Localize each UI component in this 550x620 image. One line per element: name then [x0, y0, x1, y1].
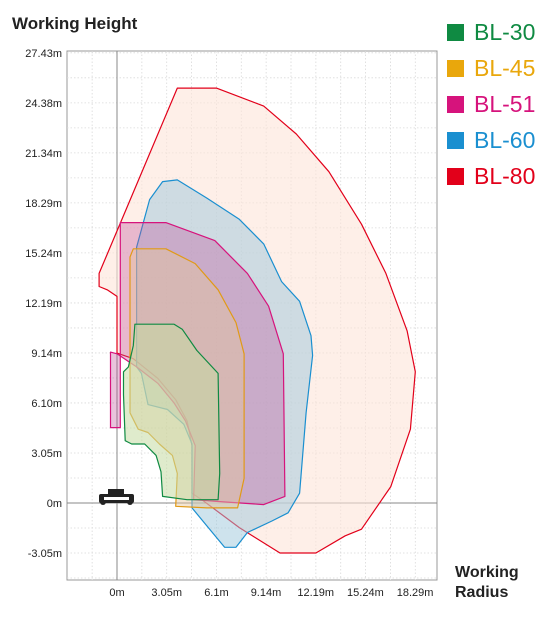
series-area-bl-30: [122, 323, 221, 501]
y-tick-label: 9.14m: [31, 348, 62, 360]
y-tick-label: 21.34m: [25, 148, 62, 160]
y-tick-label: 0m: [47, 498, 62, 510]
x-tick-label: 3.05m: [151, 587, 182, 599]
y-tick-label: 15.24m: [25, 248, 62, 260]
legend-label-bl-30: BL-30: [474, 18, 536, 45]
x-axis-title-line-1: Working: [455, 564, 519, 581]
y-tick-label: 12.19m: [25, 298, 62, 310]
legend-label-bl-51: BL-51: [474, 90, 536, 117]
legend-swatch-bl-45: [447, 59, 464, 77]
chart-title: Working Height: [12, 14, 138, 33]
x-tick-label: 15.24m: [347, 587, 384, 599]
y-tick-label: 24.38m: [25, 98, 62, 110]
legend-label-bl-60: BL-60: [474, 126, 536, 153]
y-tick-label: 27.43m: [25, 48, 62, 60]
legend-item-bl-30: BL-30: [447, 14, 535, 50]
x-tick-label: 18.29m: [397, 587, 434, 599]
legend-item-bl-51: BL-51: [447, 86, 535, 122]
compact-loader-icon: [99, 489, 134, 505]
legend-item-bl-60: BL-60: [447, 122, 535, 158]
machine-icon-part: [104, 497, 129, 500]
y-tick-label: 6.10m: [31, 398, 62, 410]
machine-icon-part: [108, 489, 124, 495]
legend-swatch-bl-80: [447, 167, 464, 185]
plot-frame: [66, 50, 438, 581]
y-tick-label: 3.05m: [31, 448, 62, 460]
machine-icon-part: [100, 499, 106, 505]
x-tick-label: 12.19m: [297, 587, 334, 599]
legend-label-bl-80: BL-80: [474, 162, 536, 189]
x-axis-title-line-2: Radius: [455, 584, 509, 601]
legend: BL-30 BL-45 BL-51 BL-60 BL-80: [447, 14, 535, 194]
y-tick-label: 18.29m: [25, 198, 62, 210]
legend-swatch-bl-51: [447, 95, 464, 113]
x-tick-label: 9.14m: [251, 587, 282, 599]
legend-label-bl-45: BL-45: [474, 54, 536, 81]
y-tick-label: -3.05m: [28, 548, 62, 560]
legend-swatch-bl-60: [447, 131, 464, 149]
machine-icon-part: [127, 499, 133, 505]
legend-swatch-bl-30: [447, 23, 464, 41]
x-tick-label: 0m: [109, 587, 124, 599]
x-tick-label: 6.1m: [204, 587, 228, 599]
legend-item-bl-80: BL-80: [447, 158, 535, 194]
legend-item-bl-45: BL-45: [447, 50, 535, 86]
x-axis-title: Working Radius: [455, 563, 519, 603]
